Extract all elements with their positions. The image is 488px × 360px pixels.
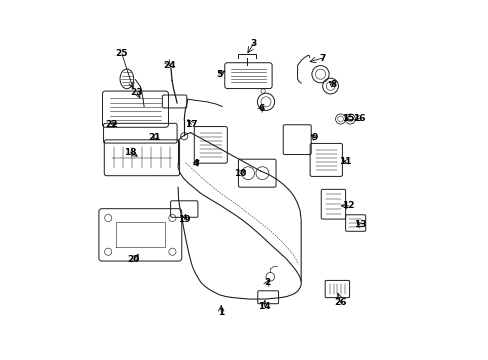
Text: 24: 24 [163, 61, 176, 70]
Text: 1: 1 [218, 308, 224, 317]
Text: 9: 9 [310, 133, 317, 142]
Text: 3: 3 [250, 39, 256, 48]
Text: 22: 22 [104, 120, 117, 129]
Text: 11: 11 [339, 157, 351, 166]
Text: 18: 18 [124, 148, 137, 157]
Text: 6: 6 [258, 104, 264, 113]
Text: 16: 16 [352, 114, 365, 123]
Text: 15: 15 [342, 114, 354, 123]
Text: 10: 10 [234, 169, 246, 178]
Text: 17: 17 [185, 120, 197, 129]
Text: 23: 23 [130, 87, 143, 96]
Text: 2: 2 [264, 278, 270, 287]
Text: 26: 26 [334, 298, 346, 307]
Text: 20: 20 [127, 255, 139, 264]
Text: 13: 13 [353, 220, 366, 229]
Text: 21: 21 [148, 133, 161, 142]
Text: 4: 4 [192, 159, 199, 168]
Text: 14: 14 [257, 302, 270, 311]
Text: 25: 25 [115, 49, 128, 58]
Text: 5: 5 [216, 70, 222, 79]
Text: 8: 8 [329, 81, 336, 90]
Text: 12: 12 [342, 201, 354, 210]
Text: 7: 7 [319, 54, 325, 63]
Text: 19: 19 [178, 215, 190, 224]
